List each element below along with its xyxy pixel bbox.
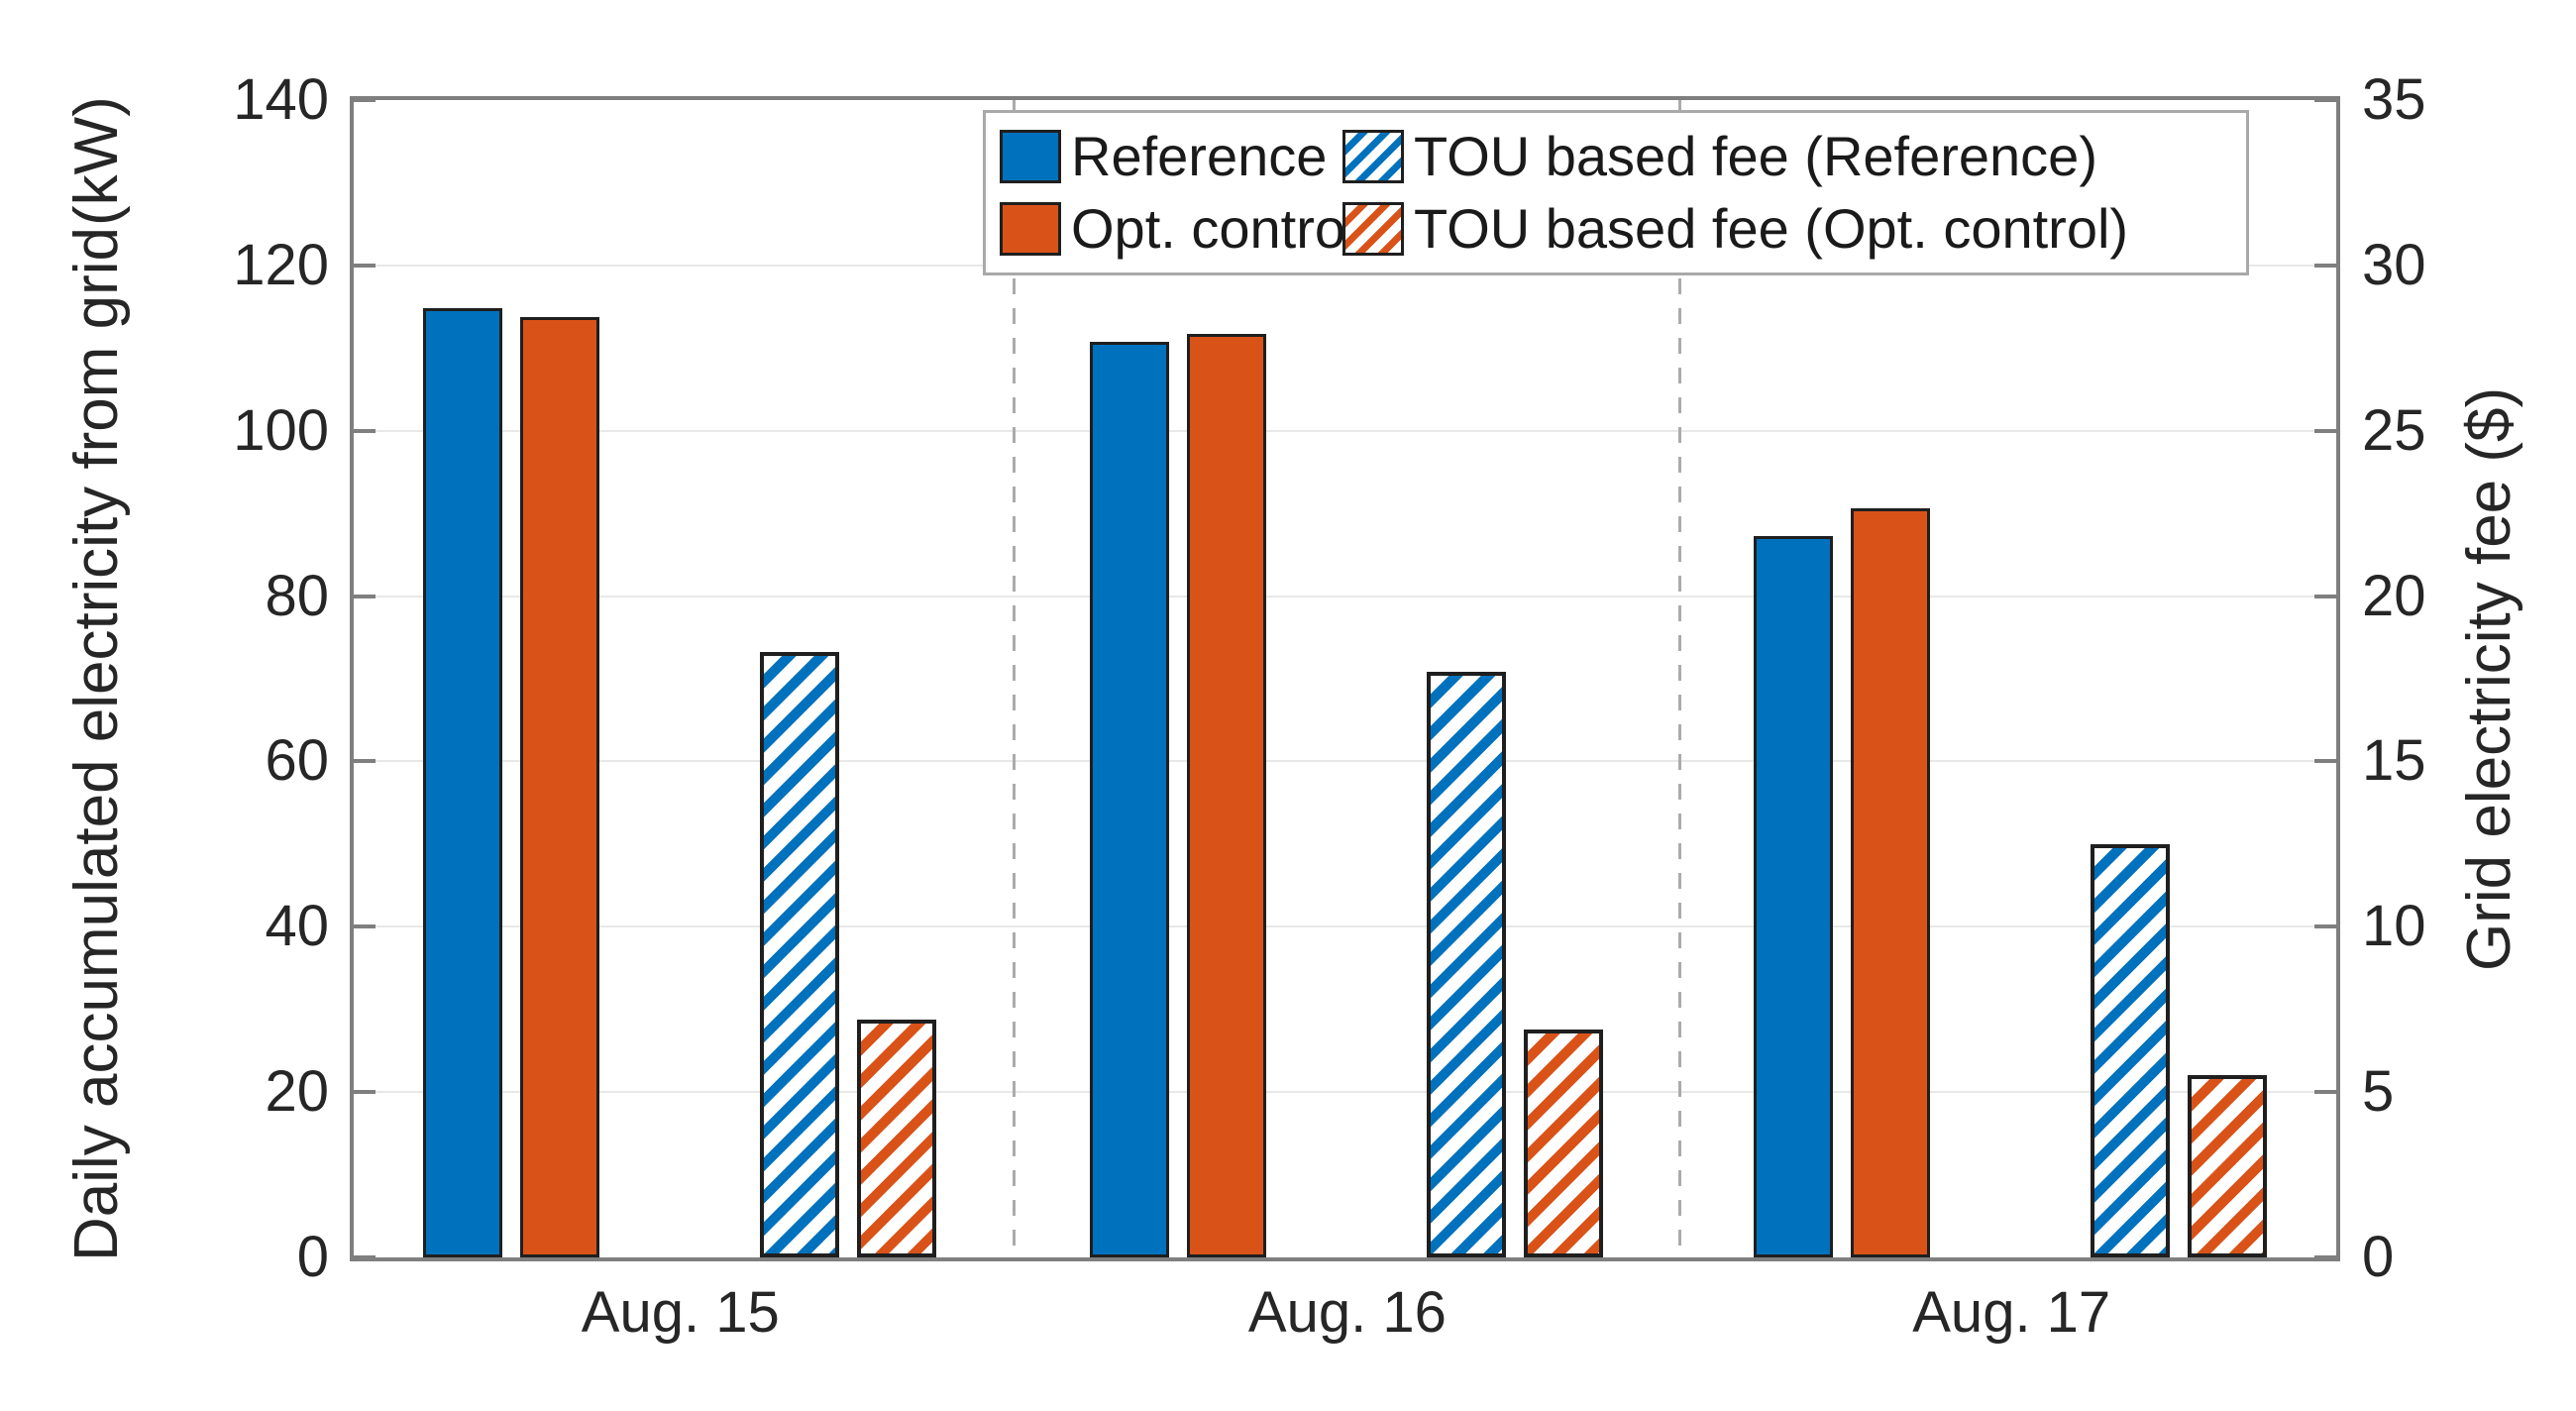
gridline-80	[354, 595, 2336, 597]
legend-label-reference: Reference	[1071, 125, 1328, 187]
legend-label-opt-control: Opt. control	[1071, 197, 1358, 260]
bar-reference-aug-17	[1754, 535, 1834, 1257]
bar-tou-based-fee-reference-aug-17	[2091, 843, 2171, 1257]
left-tick-label-80: 80	[265, 563, 329, 628]
bar-opt-control-aug-15	[519, 317, 599, 1257]
left-tick-60	[354, 759, 376, 764]
bar-tou-based-fee-opt-control-aug-15	[856, 1019, 936, 1257]
x-tick-label-aug-15: Aug. 15	[581, 1280, 780, 1345]
left-tick-120	[354, 263, 376, 268]
left-tick-label-20: 20	[265, 1059, 329, 1125]
left-tick-label-60: 60	[265, 728, 329, 794]
left-tick-label-0: 0	[296, 1225, 329, 1289]
left-tick-100	[354, 428, 376, 433]
right-tick-label-25: 25	[2362, 397, 2426, 463]
group-separator-1	[1012, 100, 1016, 1257]
right-tick-label-15: 15	[2362, 728, 2426, 794]
left-tick-label-40: 40	[265, 894, 329, 959]
right-tick-80	[2314, 594, 2336, 598]
right-tick-20	[2314, 1090, 2336, 1095]
bar-opt-control-aug-16	[1186, 334, 1266, 1257]
left-tick-label-100: 100	[233, 397, 329, 463]
plot-area	[350, 96, 2340, 1261]
legend-swatch-opt-control	[1000, 202, 1061, 256]
right-tick-label-30: 30	[2362, 232, 2426, 297]
right-tick-label-35: 35	[2362, 67, 2426, 132]
bar-reference-aug-16	[1089, 342, 1169, 1257]
right-tick-40	[2314, 924, 2336, 929]
legend-swatch-tou-fee-reference	[1342, 130, 1404, 183]
bar-tou-based-fee-opt-control-aug-17	[2188, 1075, 2268, 1257]
legend-label-tou-fee-opt-control: TOU based fee (Opt. control)	[1414, 197, 2129, 260]
right-tick-60	[2314, 759, 2336, 764]
bar-tou-based-fee-opt-control-aug-16	[1523, 1029, 1603, 1257]
group-separator-2	[1677, 100, 1681, 1257]
bar-tou-based-fee-reference-aug-16	[1426, 672, 1506, 1257]
right-tick-140	[2314, 98, 2336, 102]
x-tick-label-aug-16: Aug. 16	[1247, 1280, 1447, 1345]
right-tick-120	[2314, 263, 2336, 268]
left-tick-40	[354, 924, 376, 929]
left-tick-label-140: 140	[233, 67, 329, 132]
bar-opt-control-aug-17	[1851, 508, 1931, 1257]
gridline-60	[354, 760, 2336, 763]
left-tick-80	[354, 594, 376, 598]
right-tick-label-10: 10	[2362, 894, 2426, 959]
legend-swatch-reference	[1000, 130, 1061, 183]
legend-swatch-tou-fee-opt-control	[1342, 202, 1404, 256]
x-tick-label-aug-17: Aug. 17	[1912, 1280, 2111, 1345]
legend-entry-tou-fee-opt-control: TOU based fee (Opt. control)	[1342, 199, 2128, 259]
left-tick-0	[354, 1255, 376, 1259]
legend-entry-tou-fee-reference: TOU based fee (Reference)	[1342, 127, 2097, 186]
legend-label-tou-fee-reference: TOU based fee (Reference)	[1414, 125, 2097, 187]
legend: Reference TOU based fee (Reference) Opt.…	[983, 110, 2249, 275]
gridline-100	[354, 429, 2336, 432]
gridline-20	[354, 1091, 2336, 1094]
right-tick-label-0: 0	[2362, 1225, 2395, 1289]
gridline-40	[354, 925, 2336, 928]
right-tick-label-20: 20	[2362, 563, 2426, 628]
right-tick-100	[2314, 428, 2336, 433]
legend-row-1: Reference TOU based fee (Reference)	[1000, 125, 2232, 188]
bar-tou-based-fee-reference-aug-15	[759, 652, 839, 1257]
left-tick-20	[354, 1090, 376, 1095]
left-tick-label-120: 120	[233, 232, 329, 297]
bar-reference-aug-15	[422, 308, 502, 1257]
right-tick-0	[2314, 1255, 2336, 1259]
right-tick-label-5: 5	[2362, 1059, 2395, 1125]
legend-row-2: Opt. control TOU based fee (Opt. control…	[1000, 197, 2232, 261]
legend-entry-opt-control: Opt. control	[1000, 199, 1357, 259]
legend-entry-reference: Reference	[1000, 127, 1342, 186]
left-tick-140	[354, 98, 376, 102]
